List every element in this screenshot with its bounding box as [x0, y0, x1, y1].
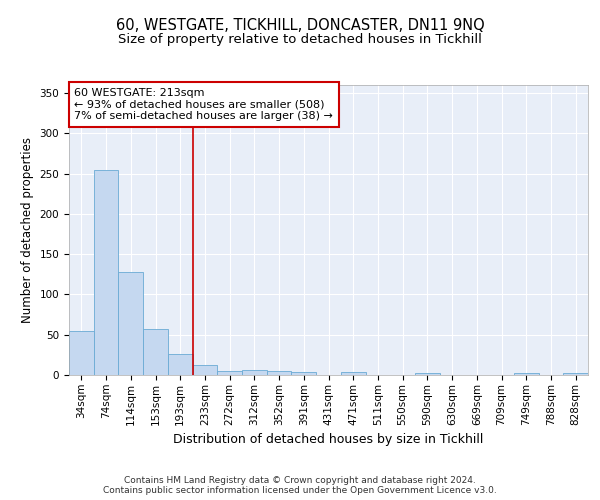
X-axis label: Distribution of detached houses by size in Tickhill: Distribution of detached houses by size …	[173, 433, 484, 446]
Text: 60, WESTGATE, TICKHILL, DONCASTER, DN11 9NQ: 60, WESTGATE, TICKHILL, DONCASTER, DN11 …	[116, 18, 484, 32]
Bar	[563, 372, 588, 375]
Bar	[341, 372, 365, 375]
Bar	[514, 372, 539, 375]
Y-axis label: Number of detached properties: Number of detached properties	[21, 137, 34, 323]
Bar	[118, 272, 143, 375]
Bar	[267, 371, 292, 375]
Bar	[217, 371, 242, 375]
Text: 60 WESTGATE: 213sqm
← 93% of detached houses are smaller (508)
7% of semi-detach: 60 WESTGATE: 213sqm ← 93% of detached ho…	[74, 88, 333, 121]
Bar	[193, 364, 217, 375]
Text: Contains HM Land Registry data © Crown copyright and database right 2024.
Contai: Contains HM Land Registry data © Crown c…	[103, 476, 497, 495]
Bar	[415, 372, 440, 375]
Bar	[242, 370, 267, 375]
Bar	[69, 330, 94, 375]
Text: Size of property relative to detached houses in Tickhill: Size of property relative to detached ho…	[118, 32, 482, 46]
Bar	[143, 329, 168, 375]
Bar	[292, 372, 316, 375]
Bar	[168, 354, 193, 375]
Bar	[94, 170, 118, 375]
